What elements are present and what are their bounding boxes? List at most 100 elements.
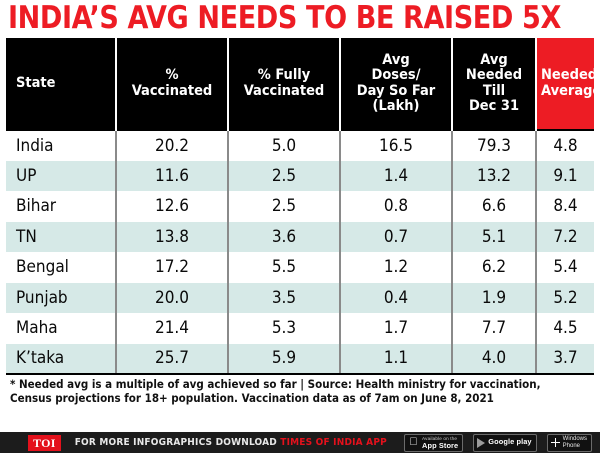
cell-state: Punjab [6, 282, 116, 313]
cell-needed-till: 13.2 [451, 160, 536, 191]
header-line: Needed [541, 67, 598, 83]
cell-state: Bihar [6, 191, 116, 222]
windows-phone-badge[interactable]: Windows Phone [546, 433, 592, 452]
table-header: State % Vaccinated % Fully Vaccinated Av… [6, 38, 600, 130]
table-row: UP 11.6 2.5 1.4 13.2 9.1 [6, 160, 594, 191]
footnote: * Needed avg is a multiple of avg achiev… [0, 375, 600, 407]
column-header-state: State [6, 38, 117, 130]
page-title: INDIA’S AVG NEEDS TO BE RAISED 5X [8, 0, 561, 36]
google-play-badge[interactable]: Google play [473, 433, 537, 452]
header-line: Dec 31 [468, 98, 520, 114]
cell-needed-average: 7.2 [535, 221, 594, 252]
windows-icon [550, 438, 560, 447]
footnote-line-1: * Needed avg is a multiple of avg achiev… [10, 377, 541, 391]
header-line: Doses/ [371, 67, 421, 83]
toi-logo: TOI [28, 434, 61, 451]
column-header-fully-vaccinated: % Fully Vaccinated [227, 38, 341, 130]
footer-bar: TOI FOR MORE INFOGRAPHICS DOWNLOAD TIMES… [0, 432, 600, 453]
cell-needed-till: 6.2 [451, 252, 536, 283]
cell-vaccinated: 21.4 [115, 313, 228, 344]
header-line: Avg [480, 51, 508, 68]
column-header-vaccinated: % Vaccinated [115, 38, 229, 130]
cell-state: K’taka [6, 343, 116, 375]
apple-icon:  [408, 437, 419, 448]
cell-vaccinated: 12.6 [115, 191, 228, 222]
cell-needed-till: 79.3 [451, 129, 536, 161]
table-row: Bengal 17.2 5.5 1.2 6.2 5.4 [6, 252, 594, 283]
table-row: Maha 21.4 5.3 1.7 7.7 4.5 [6, 313, 594, 344]
cell-needed-average: 4.5 [535, 313, 594, 344]
header-line: (Lakh) [372, 98, 420, 114]
cell-doses-per-day: 1.7 [339, 313, 452, 344]
column-header-needed-average: Needed Average* [535, 38, 600, 130]
cell-vaccinated: 17.2 [115, 252, 228, 283]
cell-fully-vaccinated: 3.6 [227, 221, 340, 252]
table-row: K’taka 25.7 5.9 1.1 4.0 3.7 [6, 343, 594, 375]
table-row: Bihar 12.6 2.5 0.8 6.6 8.4 [6, 191, 594, 222]
footer-text-plain: FOR MORE INFOGRAPHICS DOWNLOAD [74, 437, 281, 448]
google-play-badge-title: Google play [488, 437, 532, 447]
cell-doses-per-day: 1.1 [339, 343, 452, 375]
header-line: % Fully [257, 67, 311, 83]
cell-fully-vaccinated: 5.9 [227, 343, 340, 375]
footer-promo-text: FOR MORE INFOGRAPHICS DOWNLOAD TIMES OF … [75, 437, 387, 448]
table-container: State % Vaccinated % Fully Vaccinated Av… [0, 38, 600, 375]
cell-fully-vaccinated: 2.5 [227, 191, 340, 222]
cell-fully-vaccinated: 2.5 [227, 160, 340, 191]
cell-needed-till: 5.1 [451, 221, 536, 252]
cell-needed-average: 5.4 [535, 252, 594, 283]
app-store-badge[interactable]:  Available on the App Store [404, 433, 464, 452]
header-line: State [16, 74, 56, 91]
header-row: State % Vaccinated % Fully Vaccinated Av… [6, 38, 600, 130]
table-row: TN 13.8 3.6 0.7 5.1 7.2 [6, 221, 594, 252]
cell-vaccinated: 25.7 [115, 343, 228, 375]
cell-state: Bengal [6, 252, 116, 283]
cell-needed-till: 6.6 [451, 191, 536, 222]
cell-vaccinated: 20.0 [115, 282, 228, 313]
cell-vaccinated: 13.8 [115, 221, 228, 252]
header-line: Vaccinated [131, 82, 213, 99]
app-badges:  Available on the App Store Google play… [404, 433, 600, 452]
vaccination-table: State % Vaccinated % Fully Vaccinated Av… [6, 38, 600, 375]
table-row: India 20.2 5.0 16.5 79.3 4.8 [6, 129, 594, 161]
cell-doses-per-day: 0.8 [339, 191, 452, 222]
cell-state: Maha [6, 313, 116, 344]
table-body: India 20.2 5.0 16.5 79.3 4.8 UP 11.6 2.5 1.4 13.2 9… [6, 129, 594, 375]
cell-state: UP [6, 160, 116, 191]
cell-needed-average: 3.7 [535, 343, 594, 375]
header-line: Till [482, 82, 506, 99]
column-header-doses-per-day: Avg Doses/ Day So Far (Lakh) [339, 38, 453, 130]
cell-doses-per-day: 0.7 [339, 221, 452, 252]
table-row: Punjab 20.0 3.5 0.4 1.9 5.2 [6, 282, 594, 313]
cell-needed-average: 9.1 [535, 160, 594, 191]
cell-vaccinated: 11.6 [115, 160, 228, 191]
header-line: % [165, 67, 179, 83]
windows-phone-badge-line-2: Phone [562, 442, 581, 449]
cell-fully-vaccinated: 5.3 [227, 313, 340, 344]
app-store-badge-subtitle: Available on the [422, 436, 458, 441]
cell-vaccinated: 20.2 [115, 129, 228, 161]
cell-fully-vaccinated: 3.5 [227, 282, 340, 313]
windows-phone-badge-line-1: Windows [562, 436, 587, 443]
cell-doses-per-day: 0.4 [339, 282, 452, 313]
header-line: Avg [382, 51, 410, 68]
header-line: Day So Far [356, 82, 436, 99]
cell-needed-till: 1.9 [451, 282, 536, 313]
app-store-badge-title: App Store [422, 440, 459, 450]
footnote-line-2: Census projections for 18+ population. V… [10, 390, 494, 405]
header-line: Average* [541, 82, 600, 99]
cell-doses-per-day: 16.5 [339, 129, 452, 161]
cell-needed-average: 5.2 [535, 282, 594, 313]
cell-state: TN [6, 221, 116, 252]
header-line: Vaccinated [243, 82, 325, 99]
column-header-needed-till: Avg Needed Till Dec 31 [451, 38, 537, 130]
cell-fully-vaccinated: 5.0 [227, 129, 340, 161]
google-play-icon [477, 437, 486, 448]
cell-state: India [6, 129, 116, 161]
cell-needed-average: 8.4 [535, 191, 594, 222]
cell-needed-average: 4.8 [535, 129, 594, 161]
footer-text-accent: TIMES OF INDIA APP [280, 437, 387, 448]
title-bar: INDIA’S AVG NEEDS TO BE RAISED 5X [0, 0, 600, 38]
cell-doses-per-day: 1.2 [339, 252, 452, 283]
